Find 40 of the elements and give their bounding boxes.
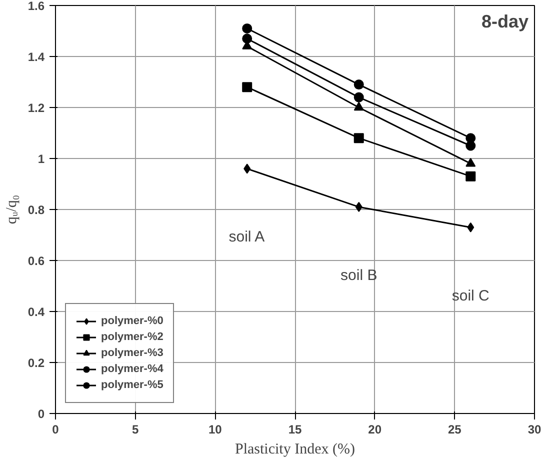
point bbox=[354, 102, 364, 111]
legend-label: polymer-%3 bbox=[101, 346, 164, 360]
point bbox=[242, 23, 252, 34]
point bbox=[354, 133, 364, 144]
y-tick-label: 0.2 bbox=[28, 356, 45, 370]
y-tick-label: 1.4 bbox=[28, 50, 45, 64]
annotation: soil B bbox=[340, 266, 378, 284]
y-tick-label: 1 bbox=[38, 152, 45, 166]
point bbox=[467, 222, 474, 232]
annotation: soil A bbox=[228, 228, 265, 246]
y-tick-label: 0.6 bbox=[28, 254, 45, 268]
x-tick-label: 10 bbox=[208, 422, 222, 436]
point bbox=[466, 171, 476, 182]
y-tick-label: 1.2 bbox=[28, 101, 45, 115]
y-tick-label: 0 bbox=[38, 407, 45, 421]
y-tick-label: 1.6 bbox=[28, 0, 45, 13]
legend-label: polymer-%4 bbox=[101, 362, 164, 376]
x-tick-label: 30 bbox=[528, 422, 542, 436]
point bbox=[354, 80, 364, 90]
chart-title: 8-day bbox=[481, 12, 529, 32]
x-tick-label: 25 bbox=[448, 422, 462, 436]
point bbox=[354, 92, 364, 102]
point bbox=[242, 34, 252, 44]
x-tick-label: 15 bbox=[288, 422, 302, 436]
y-tick-label: 0.4 bbox=[28, 305, 45, 319]
y-tick-label: 0.8 bbox=[28, 203, 45, 217]
x-tick-label: 0 bbox=[52, 422, 60, 436]
point bbox=[355, 202, 362, 212]
x-axis-title: Plasticity Index (%) bbox=[235, 442, 355, 458]
x-tick-label: 5 bbox=[132, 422, 139, 436]
legend-label: polymer-%2 bbox=[101, 330, 164, 344]
legend-label: polymer-%5 bbox=[101, 378, 164, 392]
point bbox=[466, 158, 476, 167]
point bbox=[244, 164, 251, 174]
x-tick-label: 20 bbox=[368, 422, 382, 436]
annotation: soil C bbox=[452, 287, 490, 304]
point bbox=[466, 140, 476, 151]
legend-label: polymer-%0 bbox=[101, 314, 164, 328]
point bbox=[242, 82, 252, 92]
y-axis-title: qᵤ/q₀ bbox=[4, 194, 20, 224]
